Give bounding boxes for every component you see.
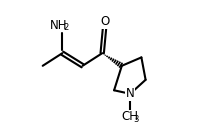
Text: O: O: [100, 15, 110, 28]
Text: CH: CH: [121, 110, 138, 123]
Text: N: N: [126, 87, 135, 100]
Text: NH: NH: [50, 19, 68, 32]
Text: 2: 2: [64, 23, 69, 32]
Text: 3: 3: [133, 115, 138, 124]
